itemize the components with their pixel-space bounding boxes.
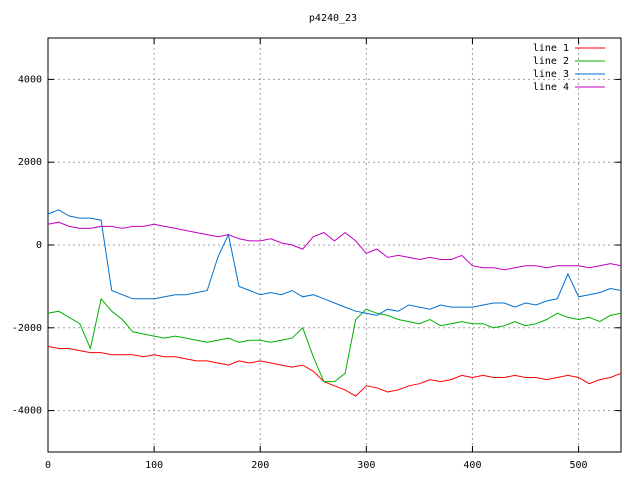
x-tick-label: 200 xyxy=(251,460,269,471)
y-tick-label: -4000 xyxy=(12,406,42,417)
x-tick-label: 0 xyxy=(45,460,51,471)
chart-title: p4240_23 xyxy=(309,13,357,24)
y-tick-label: -2000 xyxy=(12,323,42,334)
x-tick-label: 300 xyxy=(357,460,375,471)
y-tick-label: 2000 xyxy=(18,157,42,168)
series-line xyxy=(47,209,622,316)
legend-label: line 4 xyxy=(533,82,569,93)
x-tick-label: 500 xyxy=(570,460,588,471)
legend-label: line 1 xyxy=(533,43,569,54)
series-line xyxy=(47,297,622,383)
legend-label: line 2 xyxy=(533,56,569,67)
y-tick-label: 4000 xyxy=(18,74,42,85)
x-tick-label: 100 xyxy=(145,460,163,471)
series-line xyxy=(47,221,622,271)
x-tick-label: 400 xyxy=(463,460,481,471)
plot-border xyxy=(47,37,622,453)
y-tick-label: 0 xyxy=(36,240,42,251)
legend-label: line 3 xyxy=(533,69,569,80)
series-line xyxy=(47,345,622,397)
